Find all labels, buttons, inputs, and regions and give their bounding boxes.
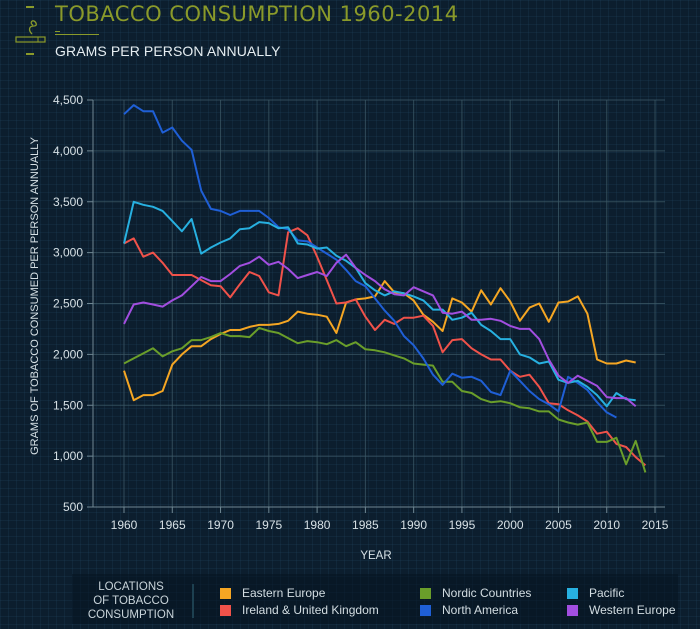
legend-swatch	[420, 587, 431, 599]
y-tick-label: 1,500	[53, 398, 83, 412]
chart-header: TOBACCO CONSUMPTION 1960-2014 GRAMS PER …	[0, 0, 700, 70]
y-tick-label: 2,500	[53, 297, 83, 311]
cigarette-smoke-icon	[15, 6, 46, 55]
legend-label: Nordic Countries	[442, 586, 532, 600]
y-tick-label: 2,000	[53, 347, 83, 361]
legend-swatch	[567, 587, 578, 599]
y-axis-ticks: 500 1,000 1,500 2,000 2,500 3,000 3,500 4,000 4,…	[53, 93, 93, 514]
legend-title-line: CONSUMPTION	[87, 609, 175, 621]
legend-label: Western Europe	[589, 603, 676, 617]
legend-swatch	[220, 587, 231, 599]
chart-title: TOBACCO CONSUMPTION 1960-2014	[55, 2, 459, 26]
legend-label: Pacific	[589, 586, 625, 600]
title-accent	[55, 31, 60, 32]
legend-item[interactable]: Nordic Countries	[420, 586, 531, 600]
legend-label: Ireland & United Kingdom	[242, 603, 379, 617]
y-tick-label: 4,000	[53, 144, 83, 158]
x-tick-label: 1985	[352, 518, 379, 532]
line-chart: 500 1,000 1,500 2,000 2,500 3,000 3,500 4,000 4,…	[29, 93, 669, 562]
legend-item[interactable]: Western Europe	[567, 603, 676, 617]
y-tick-label: 1,000	[53, 449, 83, 463]
y-tick-label: 500	[63, 500, 83, 514]
x-tick-label: 1990	[400, 518, 427, 532]
legend-title-line: LOCATIONS	[98, 581, 164, 593]
legend-item[interactable]: Pacific	[567, 586, 624, 600]
x-tick-label: 2010	[593, 518, 620, 532]
chart-subtitle: GRAMS PER PERSON ANNUALLY	[55, 43, 281, 59]
x-tick-label: 1995	[449, 518, 476, 532]
x-tick-label: 1965	[159, 518, 186, 532]
series-line-pacific	[123, 200, 636, 408]
series-line-nordic-countries	[123, 326, 647, 473]
y-axis-label: GRAMS OF TOBACCO CONSUMED PER PERSON ANN…	[29, 136, 41, 455]
x-tick-label: 2005	[545, 518, 572, 532]
x-tick-label: 2000	[497, 518, 524, 532]
legend-item[interactable]: Ireland & United Kingdom	[220, 603, 379, 617]
legend: LOCATIONS OF TOBACCO CONSUMPTION Eastern…	[72, 574, 678, 624]
series-line-north-america	[123, 104, 617, 419]
legend-title: LOCATIONS OF TOBACCO CONSUMPTION	[86, 580, 176, 622]
x-tick-label: 1975	[255, 518, 282, 532]
y-tick-label: 3,000	[53, 246, 83, 260]
x-axis-label: YEAR	[360, 550, 391, 562]
legend-item[interactable]: North America	[420, 603, 518, 617]
series-line-eastern-europe	[123, 280, 636, 402]
x-tick-label: 1980	[304, 518, 331, 532]
y-tick-label: 4,500	[53, 93, 83, 107]
x-tick-label: 1960	[111, 518, 138, 532]
legend-swatch	[567, 604, 578, 616]
legend-label: North America	[442, 603, 519, 617]
legend-item[interactable]: Eastern Europe	[220, 586, 325, 600]
legend-label: Eastern Europe	[242, 586, 326, 600]
legend-title-line: OF TOBACCO	[93, 595, 169, 607]
title-divider	[55, 34, 99, 35]
legend-divider	[192, 584, 194, 618]
x-tick-label: 2015	[642, 518, 669, 532]
series-line-ireland-united-kingdom	[123, 227, 647, 467]
legend-swatch	[220, 604, 231, 616]
legend-swatch	[420, 604, 431, 616]
y-tick-label: 3,500	[53, 195, 83, 209]
series-line-western-europe	[123, 253, 637, 408]
series-lines	[123, 104, 647, 473]
x-tick-label: 1970	[207, 518, 234, 532]
x-axis-ticks: 1960 1965 1970 1975 1980 1985 1990 1995 2000 2005…	[111, 507, 669, 532]
